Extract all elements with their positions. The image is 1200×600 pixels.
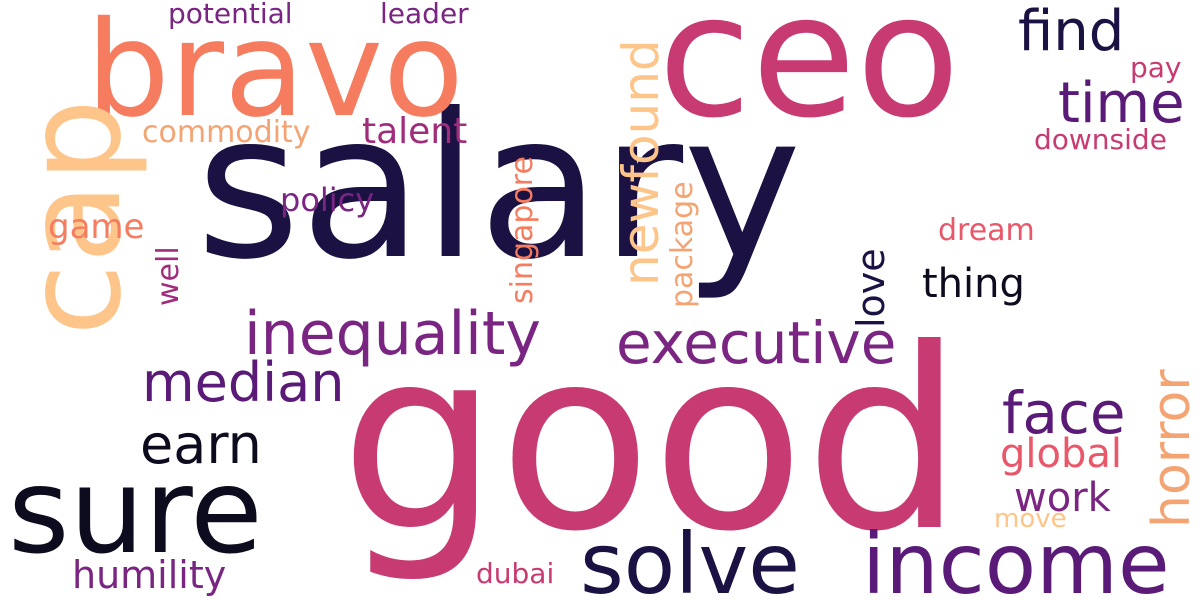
word-move: move <box>994 504 1067 534</box>
word-ceo: ceo <box>658 0 961 156</box>
word-leader: leader <box>380 0 469 30</box>
word-find: find <box>1018 0 1125 64</box>
word-well: well <box>151 246 186 306</box>
word-face: face <box>1002 379 1126 447</box>
word-global: global <box>1000 431 1122 477</box>
word-commodity: commodity <box>142 115 311 150</box>
word-sure: sure <box>8 442 263 580</box>
word-salary: salary <box>196 71 802 304</box>
word-earn: earn <box>140 413 262 476</box>
word-median: median <box>142 351 345 414</box>
word-bravo: bravo <box>86 0 464 147</box>
word-potential: potential <box>168 0 293 30</box>
word-good: good <box>340 295 964 586</box>
word-dream: dream <box>938 213 1035 248</box>
word-pay: pay <box>1130 51 1182 84</box>
word-executive: executive <box>616 309 897 377</box>
word-downside: downside <box>1034 123 1167 156</box>
word-time: time <box>1058 71 1185 136</box>
word-talent: talent <box>362 111 468 152</box>
word-horror: horror <box>1142 369 1200 528</box>
word-policy: policy <box>280 181 375 219</box>
word-dubai: dubai <box>476 557 555 590</box>
word-income: income <box>862 515 1170 600</box>
word-game: game <box>48 207 145 247</box>
word-singapore: singapore <box>505 156 540 304</box>
word-love: love <box>849 248 893 328</box>
word-thing: thing <box>922 261 1025 307</box>
word-humility: humility <box>72 553 227 597</box>
word-solve: solve <box>580 515 800 600</box>
word-work: work <box>1014 475 1111 521</box>
word-newfound: newfound <box>612 39 670 286</box>
word-inequality: inequality <box>244 299 541 369</box>
word-package: package <box>665 181 700 308</box>
